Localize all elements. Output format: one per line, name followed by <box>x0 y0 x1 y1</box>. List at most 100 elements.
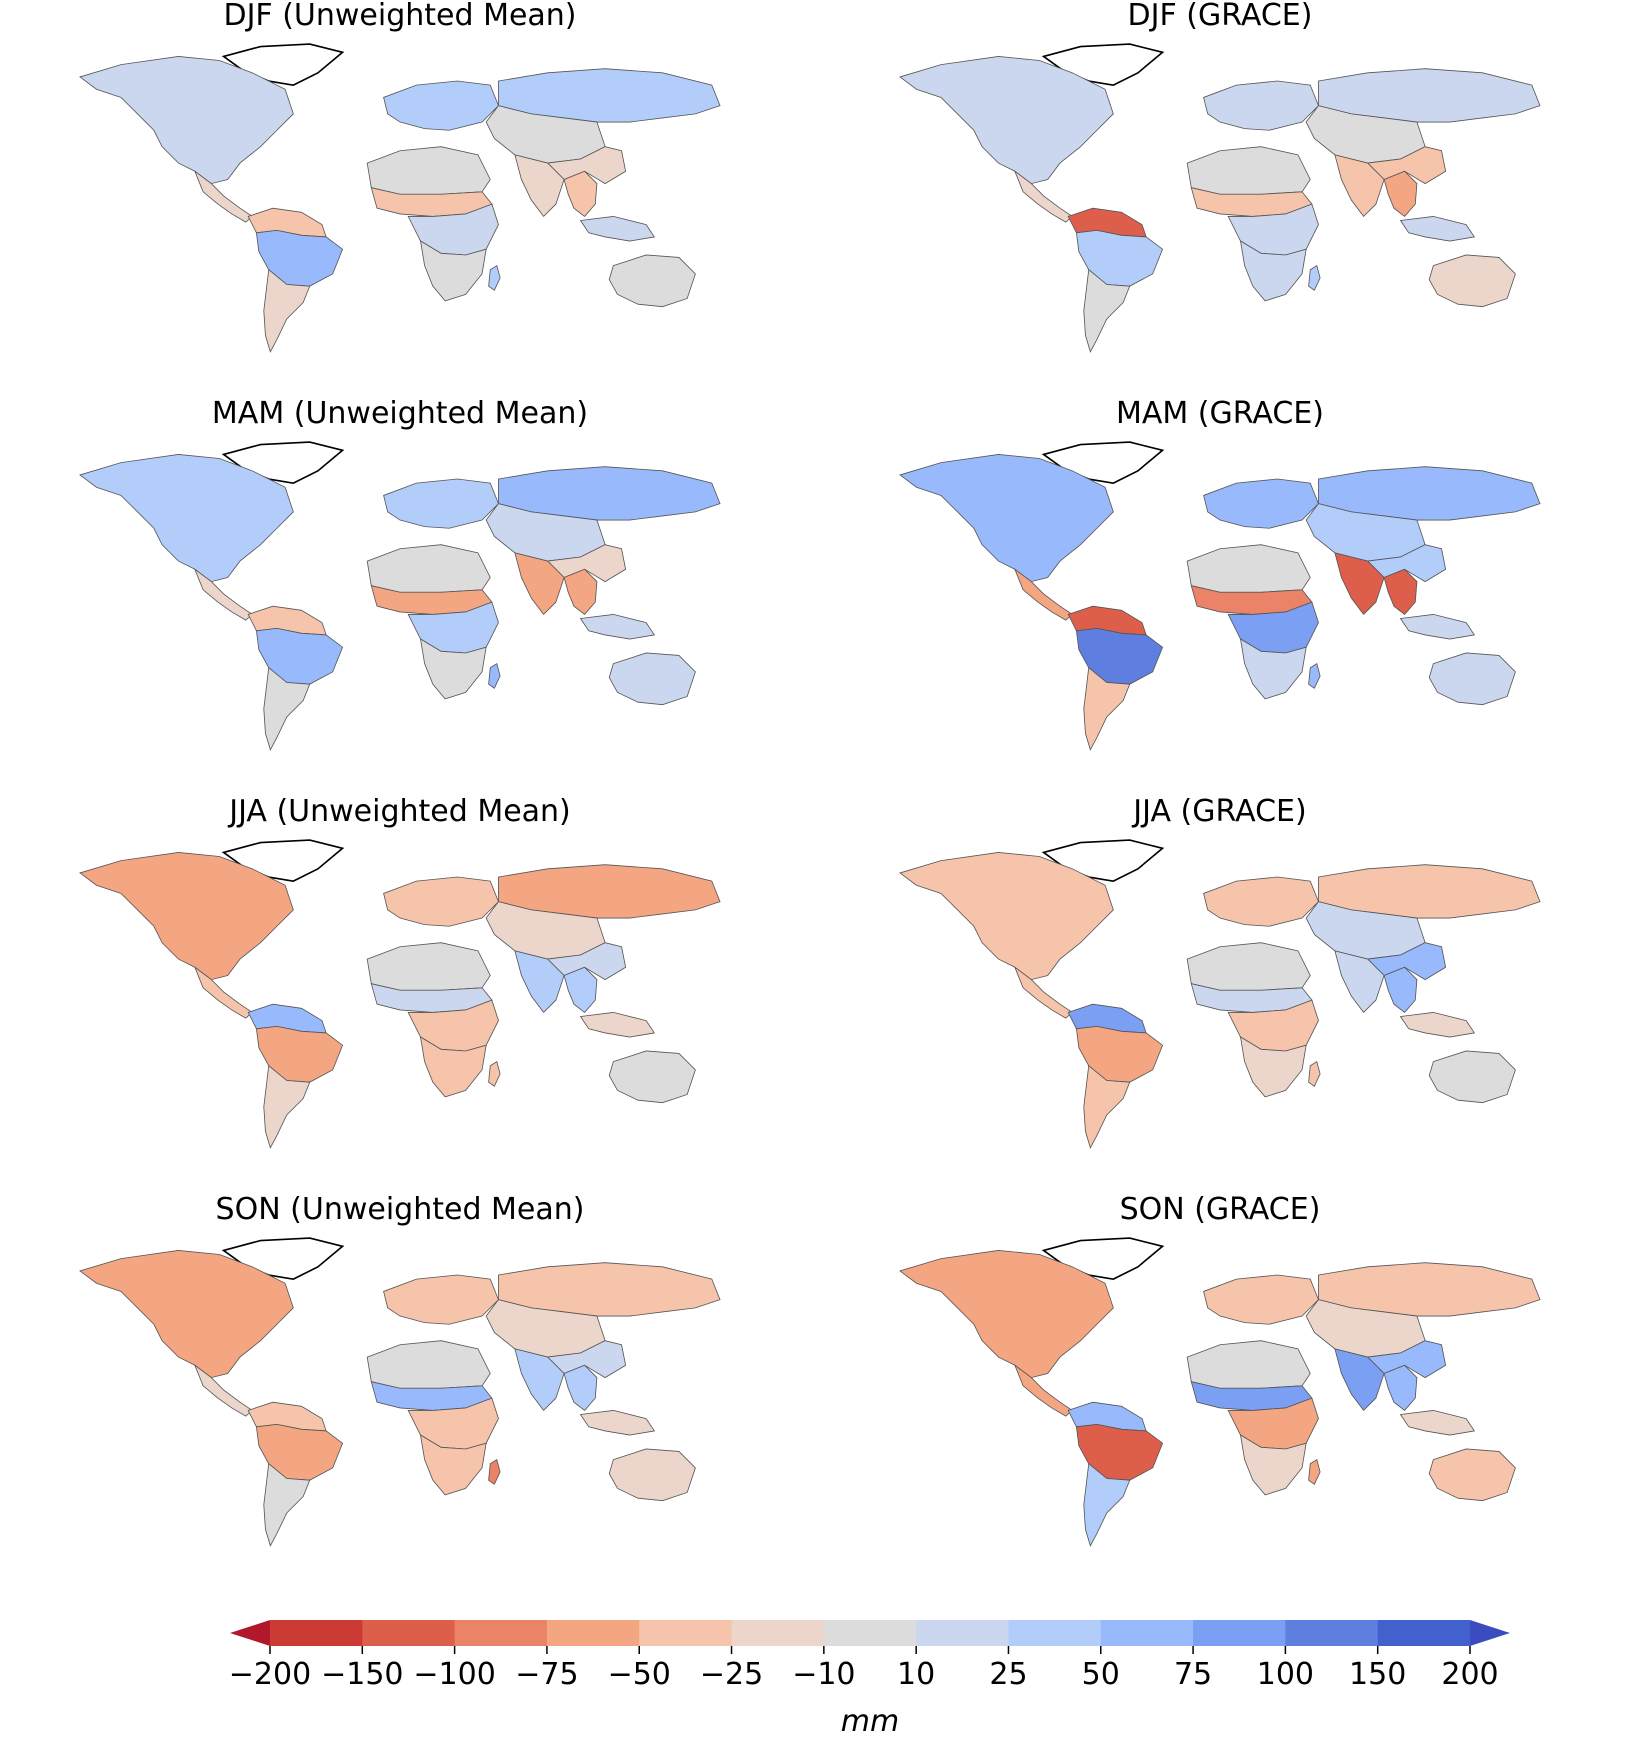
region-camerica <box>193 170 253 223</box>
region-camerica <box>1013 966 1073 1019</box>
region-safrica <box>1239 1036 1307 1098</box>
colorbar-tick-label: 10 <box>897 1657 936 1692</box>
colorbar-tick-label: −25 <box>699 1657 764 1692</box>
world-map <box>79 441 721 751</box>
region-nafrica <box>1186 942 1311 991</box>
region-australia <box>608 1050 696 1104</box>
region-seasia <box>563 568 598 615</box>
region-australia <box>1428 1050 1516 1104</box>
colorbar-tick-label: 100 <box>1256 1657 1315 1692</box>
world-map <box>79 1237 721 1547</box>
colorbar-bin <box>639 1620 733 1646</box>
region-namerica <box>79 1249 294 1379</box>
region-madagascar <box>1308 1458 1321 1485</box>
region-amazon <box>1075 229 1164 287</box>
region-europe <box>1203 1274 1319 1325</box>
region-australia <box>608 1448 696 1502</box>
region-europe <box>383 478 499 529</box>
world-map <box>79 839 721 1149</box>
colorbar-bin <box>823 1620 917 1646</box>
region-amazon <box>1075 1025 1164 1083</box>
region-safrica <box>419 240 487 302</box>
region-seasia <box>1383 170 1418 217</box>
region-nafrica <box>366 1340 491 1389</box>
colorbar-extend-min <box>230 1620 270 1646</box>
region-safrica <box>1239 240 1307 302</box>
region-india <box>1334 552 1385 616</box>
colorbar-tick-label: 150 <box>1349 1657 1407 1692</box>
colorbar-tick-label: 25 <box>989 1657 1028 1692</box>
colorbar-bin <box>546 1620 640 1646</box>
region-europe <box>1203 478 1319 529</box>
region-europe <box>1203 876 1319 927</box>
colorbar-bin <box>731 1620 825 1646</box>
region-nafrica <box>366 146 491 195</box>
region-india <box>514 1348 565 1412</box>
map-panel-mam-mean: MAM (Unweighted Mean) <box>10 398 790 758</box>
region-ssam <box>263 1064 311 1149</box>
region-australia <box>1428 652 1516 706</box>
map-panel-djf-mean: DJF (Unweighted Mean) <box>10 0 790 360</box>
colorbar: −200 −150 −100 −75 −50 −25 −10 10 25 50 75 100 150 20… <box>228 1600 1510 1739</box>
region-mcontinent <box>579 1011 656 1038</box>
region-namerica <box>899 453 1114 583</box>
region-amazon <box>255 1423 344 1481</box>
region-madagascar <box>488 1060 501 1087</box>
region-ssam <box>1083 268 1131 353</box>
colorbar-tick-label: 200 <box>1441 1657 1499 1692</box>
region-namerica <box>899 55 1114 185</box>
region-mcontinent <box>1399 613 1476 640</box>
world-map <box>899 839 1541 1149</box>
region-ssam <box>1083 1462 1131 1547</box>
region-mcontinent <box>579 215 656 242</box>
region-camerica <box>193 966 253 1019</box>
colorbar-bin <box>454 1620 548 1646</box>
region-safrica <box>1239 638 1307 700</box>
region-seasia <box>563 966 598 1013</box>
colorbar-tick-label: −200 <box>228 1657 312 1692</box>
region-india <box>1334 950 1385 1014</box>
region-mcontinent <box>1399 1011 1476 1038</box>
region-europe <box>1203 80 1319 131</box>
colorbar-tick-label: −75 <box>515 1657 579 1692</box>
world-map <box>899 43 1541 353</box>
panel-title: JJA (GRACE) <box>1133 794 1307 829</box>
region-camerica <box>193 1364 253 1417</box>
region-namerica <box>79 851 294 981</box>
colorbar-bin <box>1193 1620 1286 1646</box>
region-ssam <box>263 1462 311 1547</box>
region-nafrica <box>366 942 491 991</box>
region-mcontinent <box>1399 215 1476 242</box>
colorbar-tick-label: −50 <box>607 1657 671 1692</box>
region-mcontinent <box>1399 1409 1476 1436</box>
panel-title: SON (GRACE) <box>1119 1192 1321 1227</box>
region-india <box>514 552 565 616</box>
colorbar-tick-label: 50 <box>1081 1657 1120 1692</box>
region-camerica <box>1013 568 1073 621</box>
region-camerica <box>1013 170 1073 223</box>
map-panel-djf-grace: DJF (GRACE) <box>830 0 1610 360</box>
region-australia <box>1428 254 1516 308</box>
region-india <box>514 154 565 218</box>
region-india <box>1334 154 1385 218</box>
region-europe <box>383 876 499 927</box>
region-safrica <box>419 638 487 700</box>
world-map <box>899 441 1541 751</box>
region-namerica <box>899 1249 1114 1379</box>
region-mcontinent <box>579 613 656 640</box>
region-seasia <box>1383 1364 1418 1411</box>
region-safrica <box>419 1434 487 1496</box>
region-madagascar <box>488 1458 501 1485</box>
region-nafrica <box>1186 146 1311 195</box>
region-safrica <box>419 1036 487 1098</box>
map-panel-mam-grace: MAM (GRACE) <box>830 398 1610 758</box>
region-seasia <box>1383 568 1418 615</box>
region-namerica <box>899 851 1114 981</box>
panel-title: MAM (GRACE) <box>1115 396 1324 431</box>
region-madagascar <box>1308 1060 1321 1087</box>
region-ssam <box>263 666 311 751</box>
region-madagascar <box>1308 662 1321 689</box>
map-panel-son-mean: SON (Unweighted Mean) <box>10 1194 790 1554</box>
colorbar-bin <box>362 1620 456 1646</box>
panel-title: JJA (Unweighted Mean) <box>229 794 571 829</box>
